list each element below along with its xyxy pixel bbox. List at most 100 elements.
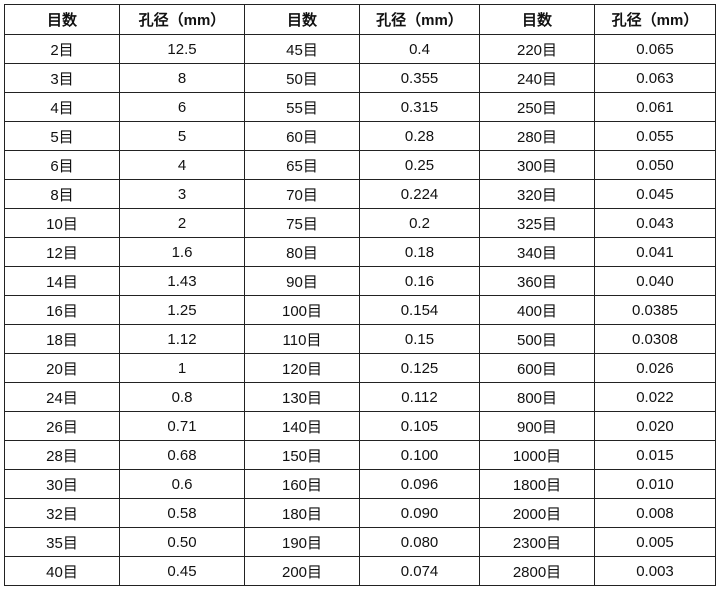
mesh-cell: 220目 bbox=[479, 34, 595, 64]
mesh-cell: 2800目 bbox=[479, 556, 595, 586]
aperture-cell: 0.45 bbox=[119, 556, 245, 586]
aperture-cell: 2 bbox=[119, 208, 245, 238]
table-row: 20目 1 120目 0.125 600目 0.026 bbox=[4, 353, 716, 383]
aperture-cell: 0.008 bbox=[594, 498, 716, 528]
aperture-cell: 0.065 bbox=[594, 34, 716, 64]
aperture-cell: 0.026 bbox=[594, 353, 716, 383]
mesh-cell: 40目 bbox=[4, 556, 120, 586]
mesh-cell: 3目 bbox=[4, 63, 120, 93]
mesh-cell: 900目 bbox=[479, 411, 595, 441]
aperture-cell: 0.112 bbox=[359, 382, 480, 412]
aperture-cell: 1.43 bbox=[119, 266, 245, 296]
aperture-cell: 1.12 bbox=[119, 324, 245, 354]
aperture-cell: 0.063 bbox=[594, 63, 716, 93]
aperture-cell: 0.154 bbox=[359, 295, 480, 325]
aperture-cell: 0.096 bbox=[359, 469, 480, 499]
aperture-cell: 0.125 bbox=[359, 353, 480, 383]
table-row: 16目 1.25 100目 0.154 400目 0.0385 bbox=[4, 295, 716, 325]
aperture-cell: 0.315 bbox=[359, 92, 480, 122]
aperture-cell: 0.080 bbox=[359, 527, 480, 557]
mesh-cell: 6目 bbox=[4, 150, 120, 180]
header-cell: 孔径（mm） bbox=[594, 4, 716, 35]
mesh-cell: 55目 bbox=[244, 92, 360, 122]
aperture-cell: 0.061 bbox=[594, 92, 716, 122]
mesh-cell: 1800目 bbox=[479, 469, 595, 499]
aperture-cell: 0.010 bbox=[594, 469, 716, 499]
aperture-cell: 0.045 bbox=[594, 179, 716, 209]
mesh-cell: 300目 bbox=[479, 150, 595, 180]
mesh-cell: 600目 bbox=[479, 353, 595, 383]
mesh-cell: 240目 bbox=[479, 63, 595, 93]
aperture-cell: 0.090 bbox=[359, 498, 480, 528]
aperture-cell: 0.105 bbox=[359, 411, 480, 441]
aperture-cell: 6 bbox=[119, 92, 245, 122]
header-cell: 目数 bbox=[244, 4, 360, 35]
mesh-cell: 280目 bbox=[479, 121, 595, 151]
aperture-cell: 0.18 bbox=[359, 237, 480, 267]
aperture-cell: 0.041 bbox=[594, 237, 716, 267]
aperture-cell: 0.58 bbox=[119, 498, 245, 528]
aperture-cell: 0.020 bbox=[594, 411, 716, 441]
mesh-cell: 5目 bbox=[4, 121, 120, 151]
mesh-cell: 100目 bbox=[244, 295, 360, 325]
aperture-cell: 0.8 bbox=[119, 382, 245, 412]
table-row: 10目 2 75目 0.2 325目 0.043 bbox=[4, 208, 716, 238]
mesh-cell: 12目 bbox=[4, 237, 120, 267]
mesh-cell: 150目 bbox=[244, 440, 360, 470]
aperture-cell: 5 bbox=[119, 121, 245, 151]
aperture-cell: 1.6 bbox=[119, 237, 245, 267]
mesh-cell: 24目 bbox=[4, 382, 120, 412]
aperture-cell: 0.28 bbox=[359, 121, 480, 151]
aperture-cell: 0.0308 bbox=[594, 324, 716, 354]
header-cell: 孔径（mm） bbox=[119, 4, 245, 35]
aperture-cell: 0.2 bbox=[359, 208, 480, 238]
aperture-cell: 0.25 bbox=[359, 150, 480, 180]
aperture-cell: 0.040 bbox=[594, 266, 716, 296]
aperture-cell: 0.043 bbox=[594, 208, 716, 238]
aperture-cell: 1.25 bbox=[119, 295, 245, 325]
aperture-cell: 0.074 bbox=[359, 556, 480, 586]
mesh-cell: 75目 bbox=[244, 208, 360, 238]
table-row: 32目 0.58 180目 0.090 2000目 0.008 bbox=[4, 498, 716, 528]
aperture-cell: 0.003 bbox=[594, 556, 716, 586]
mesh-cell: 190目 bbox=[244, 527, 360, 557]
aperture-cell: 0.6 bbox=[119, 469, 245, 499]
aperture-cell: 0.68 bbox=[119, 440, 245, 470]
table-row: 40目 0.45 200目 0.074 2800目 0.003 bbox=[4, 556, 716, 586]
aperture-cell: 0.355 bbox=[359, 63, 480, 93]
table-row: 18目 1.12 110目 0.15 500目 0.0308 bbox=[4, 324, 716, 354]
mesh-cell: 2300目 bbox=[479, 527, 595, 557]
mesh-cell: 28目 bbox=[4, 440, 120, 470]
mesh-cell: 200目 bbox=[244, 556, 360, 586]
mesh-cell: 320目 bbox=[479, 179, 595, 209]
table-row: 12目 1.6 80目 0.18 340目 0.041 bbox=[4, 237, 716, 267]
aperture-cell: 4 bbox=[119, 150, 245, 180]
header-cell: 目数 bbox=[4, 4, 120, 35]
aperture-cell: 1 bbox=[119, 353, 245, 383]
aperture-cell: 0.15 bbox=[359, 324, 480, 354]
mesh-cell: 500目 bbox=[479, 324, 595, 354]
aperture-cell: 0.022 bbox=[594, 382, 716, 412]
table-row: 24目 0.8 130目 0.112 800目 0.022 bbox=[4, 382, 716, 412]
mesh-cell: 32目 bbox=[4, 498, 120, 528]
mesh-cell: 400目 bbox=[479, 295, 595, 325]
table-row: 2目 12.5 45目 0.4 220目 0.065 bbox=[4, 34, 716, 64]
aperture-cell: 0.015 bbox=[594, 440, 716, 470]
aperture-cell: 0.055 bbox=[594, 121, 716, 151]
table-row: 28目 0.68 150目 0.100 1000目 0.015 bbox=[4, 440, 716, 470]
aperture-cell: 0.0385 bbox=[594, 295, 716, 325]
aperture-cell: 12.5 bbox=[119, 34, 245, 64]
mesh-cell: 130目 bbox=[244, 382, 360, 412]
mesh-cell: 14目 bbox=[4, 266, 120, 296]
table-row: 26目 0.71 140目 0.105 900目 0.020 bbox=[4, 411, 716, 441]
aperture-cell: 0.71 bbox=[119, 411, 245, 441]
table-row: 4目 6 55目 0.315 250目 0.061 bbox=[4, 92, 716, 122]
aperture-cell: 8 bbox=[119, 63, 245, 93]
mesh-cell: 16目 bbox=[4, 295, 120, 325]
header-row: 目数 孔径（mm） 目数 孔径（mm） 目数 孔径（mm） bbox=[4, 4, 716, 35]
table-row: 5目 5 60目 0.28 280目 0.055 bbox=[4, 121, 716, 151]
mesh-cell: 18目 bbox=[4, 324, 120, 354]
aperture-cell: 0.100 bbox=[359, 440, 480, 470]
aperture-cell: 0.4 bbox=[359, 34, 480, 64]
